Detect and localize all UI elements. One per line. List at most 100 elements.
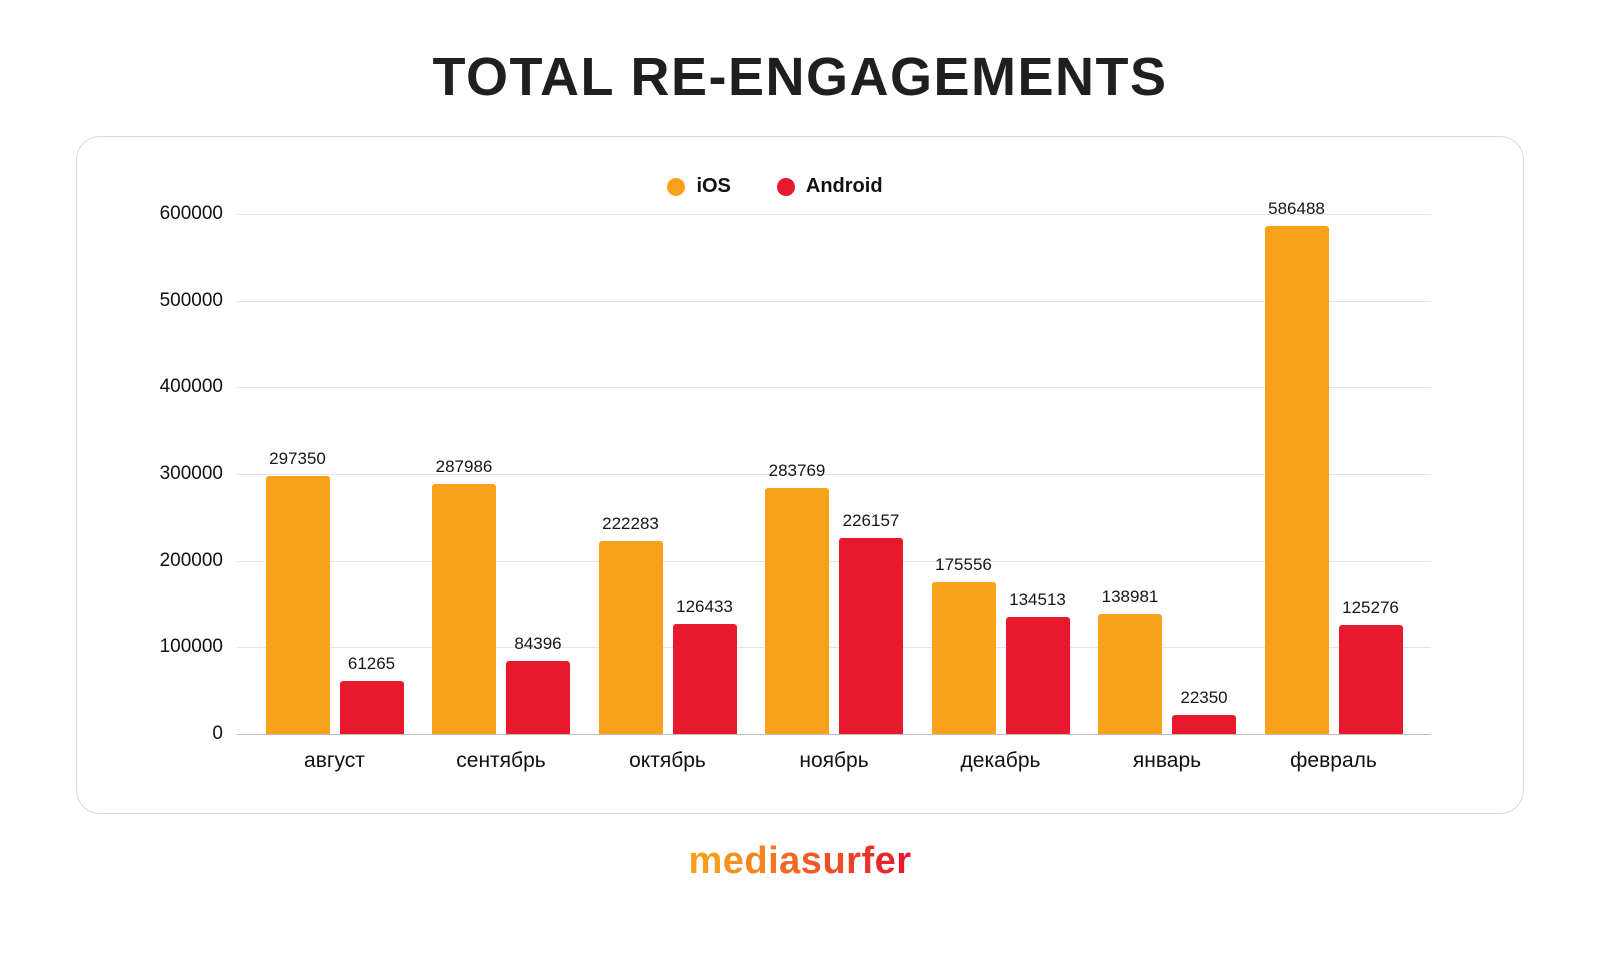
y-tick-label: 500000 [159, 289, 223, 311]
bar-wrap-ios: 586488 [1264, 199, 1329, 734]
bar-wrap-ios: 283769 [765, 461, 829, 734]
bar-value-label: 61265 [347, 654, 396, 673]
gridline [237, 214, 1431, 215]
bar-value-label: 84396 [514, 634, 562, 653]
bar-group: 287986 84396 сентябрь [432, 214, 570, 773]
bar-android [672, 624, 737, 734]
x-axis-label: сентябрь [456, 749, 546, 772]
chart-legend: iOS Android [119, 175, 1431, 198]
x-axis-label: январь [1132, 749, 1202, 772]
gridline [237, 647, 1431, 649]
legend-item-android: Android [776, 175, 883, 198]
legend-label-android: Android [805, 175, 883, 197]
bar-value-label: 134513 [1009, 590, 1066, 609]
bar-ios [931, 582, 996, 734]
y-tick-label: 600000 [159, 203, 223, 224]
bar-group: 138981 22350 январь [1098, 214, 1236, 773]
bar-ios [765, 488, 829, 734]
bar-android [1005, 617, 1070, 734]
bar-group: 222283 126433 октябрь [598, 214, 737, 773]
brand-letter: r [846, 840, 862, 882]
gridline [237, 474, 1431, 475]
bar-group: 283769 226157 ноябрь [765, 214, 903, 773]
x-axis-label: февраль [1290, 749, 1377, 772]
bar-ios [432, 484, 496, 734]
bar-value-label: 297350 [269, 449, 326, 468]
legend-swatch-ios-icon [667, 177, 686, 196]
bar-wrap-ios: 297350 [265, 449, 330, 734]
page-title: TOTAL RE-ENGAGEMENTS [432, 47, 1168, 107]
bar-ios [1264, 226, 1329, 734]
legend-label-ios: iOS [696, 175, 731, 197]
brand-letter: d [744, 840, 769, 882]
bar-wrap-ios: 222283 [598, 514, 663, 734]
bar-value-label: 175556 [935, 555, 992, 574]
bar-value-label: 283769 [768, 461, 826, 480]
bar-value-label: 586488 [1268, 199, 1325, 218]
gridline [237, 387, 1431, 389]
bar-wrap-android: 84396 [506, 634, 570, 734]
bar-value-label: 226157 [842, 511, 900, 530]
bar-pair: 175556 134513 [931, 214, 1070, 734]
bar-android [339, 681, 404, 734]
brand-letter: s [800, 840, 823, 882]
legend-item-ios: iOS [667, 175, 731, 198]
y-tick-label: 100000 [159, 636, 223, 658]
y-tick-label: 300000 [159, 463, 223, 484]
bar-value-label: 22350 [1180, 688, 1228, 707]
x-axis-label: август [304, 749, 365, 772]
legend-swatch-android-icon [776, 177, 795, 196]
bar-android [506, 661, 570, 734]
brand-letter: i [768, 840, 780, 882]
bar-wrap-android: 126433 [672, 597, 737, 734]
bar-value-label: 287986 [435, 457, 493, 476]
brand-letter: m [688, 840, 723, 882]
brand-letter: e [722, 840, 745, 882]
y-axis: 0 100000 200000 300000 400000 500000 600000 [119, 203, 237, 744]
gridline [237, 734, 1431, 735]
y-tick-label: 400000 [159, 376, 223, 398]
bar-group: 586488 125276 февраль [1264, 199, 1403, 773]
bar-pair: 138981 22350 [1098, 214, 1236, 734]
plot-area: 297350 61265 август 287986 84396 сентябрь 2222… [237, 199, 1431, 773]
bar-value-label: 125276 [1342, 598, 1399, 617]
gridline [237, 560, 1431, 562]
bar-android [1172, 715, 1236, 734]
brand-letter: a [779, 840, 801, 882]
x-axis-label: ноябрь [799, 749, 869, 772]
bar-wrap-android: 22350 [1172, 688, 1236, 734]
x-axis-label: декабрь [960, 749, 1041, 772]
bar-wrap-android: 134513 [1005, 590, 1070, 734]
bar-android [1338, 625, 1403, 734]
brand-letter: r [896, 840, 912, 882]
bar-pair: 586488 125276 [1264, 199, 1403, 734]
bar-pair: 283769 226157 [765, 214, 903, 734]
gridline [237, 300, 1431, 302]
bar-ios [598, 541, 663, 734]
bar-wrap-android: 61265 [339, 654, 404, 734]
bar-ios [1098, 614, 1162, 734]
bar-wrap-android: 226157 [839, 511, 903, 734]
brand-letter: u [822, 840, 847, 882]
bar-pair: 222283 126433 [598, 214, 737, 734]
brand-letter: e [874, 840, 897, 882]
bar-value-label: 138981 [1101, 587, 1159, 606]
bar-wrap-ios: 138981 [1098, 587, 1162, 734]
bar-android [839, 538, 903, 734]
bar-chart: 0 100000 200000 300000 400000 500000 600000 29… [119, 199, 1431, 773]
bar-group: 297350 61265 август [265, 214, 404, 773]
bar-group: 175556 134513 декабрь [931, 214, 1070, 773]
bar-ios [265, 476, 330, 734]
chart-card: iOS Android 0 100000 200000 300000 400000 500… [76, 136, 1524, 814]
bar-value-label: 126433 [676, 597, 733, 616]
bar-groups: 297350 61265 август 287986 84396 сентябрь 2222… [237, 199, 1431, 773]
gridlines [237, 214, 1431, 735]
bar-wrap-ios: 287986 [432, 457, 496, 734]
bar-wrap-android: 125276 [1338, 598, 1403, 734]
bar-wrap-ios: 175556 [931, 555, 996, 734]
brand-letter: f [861, 840, 875, 882]
y-tick-label: 0 [212, 723, 223, 744]
bar-pair: 287986 84396 [432, 214, 570, 734]
bar-pair: 297350 61265 [265, 214, 404, 734]
